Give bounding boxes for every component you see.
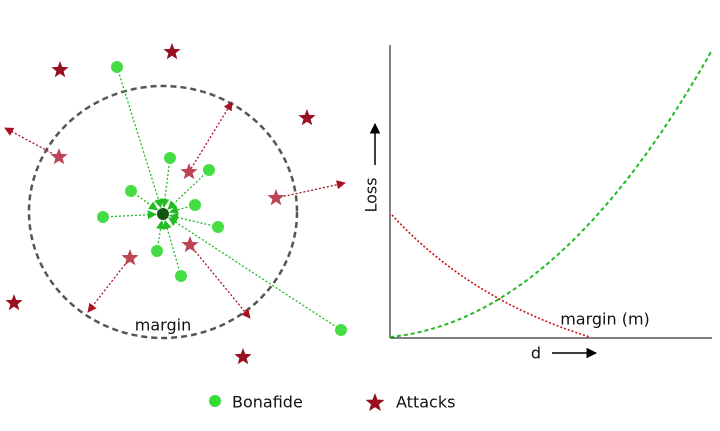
star [234, 348, 252, 365]
bonafide-point [164, 152, 176, 164]
star [365, 393, 385, 412]
bonafide-point [189, 199, 201, 211]
margin-circle [27, 84, 299, 340]
legend-dot [209, 395, 221, 407]
bonafide-loss-curve [389, 49, 713, 338]
pull-arrow [168, 213, 219, 228]
star [267, 189, 285, 206]
attack-loss-curve [391, 214, 591, 338]
star [121, 249, 139, 266]
y-label: Loss [362, 177, 381, 212]
star [163, 43, 181, 60]
star [298, 109, 316, 126]
star [181, 236, 199, 253]
bonafide-point [203, 164, 215, 176]
pull-arrow [160, 157, 171, 208]
legend: Bonafide Attacks [209, 393, 455, 412]
star [5, 294, 23, 311]
pull-arrow [116, 66, 163, 209]
bonafide-point [175, 270, 187, 282]
bonafide-point [212, 221, 224, 233]
bonafide-point [151, 245, 163, 257]
margin-label: margin [135, 316, 191, 335]
bonafide-point [335, 324, 347, 336]
pull-arrow [162, 219, 182, 277]
legend-label: Attacks [396, 393, 455, 412]
star [51, 61, 69, 78]
loss-plot: Loss d margin (m) [362, 45, 713, 363]
push-arrow [189, 244, 251, 319]
push-arrow [87, 257, 131, 313]
x-label: d [531, 344, 541, 363]
push-arrow [188, 101, 233, 173]
pull-arrow [102, 210, 157, 220]
star [50, 148, 68, 165]
pull-arrow [168, 217, 342, 331]
bonafide-point [97, 211, 109, 223]
legend-label: Bonafide [232, 393, 303, 412]
star [180, 163, 198, 180]
bonafide-point [111, 61, 123, 73]
curve-label: margin (m) [560, 310, 650, 329]
pull-arrow [167, 169, 210, 210]
center-point [157, 208, 169, 220]
embedding-diagram: margin [4, 43, 347, 365]
push-arrow [275, 180, 346, 199]
bonafide-point [125, 185, 137, 197]
